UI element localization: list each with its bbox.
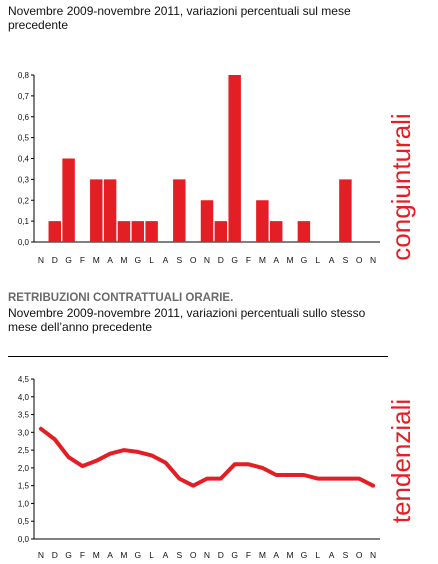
- bar: [339, 179, 352, 242]
- bar: [200, 200, 214, 242]
- divider-line: [8, 356, 388, 357]
- bar: [145, 221, 158, 242]
- y-tick-label: 4,5: [18, 375, 30, 384]
- x-tick-label: O: [190, 255, 197, 265]
- x-tick-label: O: [356, 550, 363, 560]
- y-tick-label: 2,0: [18, 464, 30, 473]
- x-tick-label: F: [246, 550, 251, 560]
- x-tick-label: N: [370, 255, 376, 265]
- x-tick-label: N: [38, 550, 44, 560]
- x-tick-label: S: [343, 255, 349, 265]
- x-tick-label: F: [246, 255, 251, 265]
- x-tick-label: O: [356, 255, 363, 265]
- x-tick-label: M: [120, 550, 127, 560]
- bar: [131, 221, 145, 242]
- x-tick-label: N: [204, 550, 210, 560]
- y-tick-label: 1,0: [18, 499, 30, 508]
- vertical-series-label: tendenziali: [386, 399, 416, 523]
- y-tick-label: 0,5: [18, 517, 30, 526]
- y-tick-label: 0,1: [18, 217, 30, 226]
- bar: [256, 200, 269, 242]
- bar: [173, 179, 186, 242]
- x-tick-label: G: [301, 255, 308, 265]
- y-tick-label: 0,5: [18, 134, 30, 143]
- y-tick-label: 0,2: [18, 196, 30, 205]
- y-tick-label: 0,3: [18, 175, 30, 184]
- y-tick-label: 1,5: [18, 482, 30, 491]
- x-tick-label: L: [149, 255, 154, 265]
- x-tick-label: N: [370, 550, 376, 560]
- y-tick-label: 3,0: [18, 428, 30, 437]
- chart2-subtitle: Novembre 2009-novembre 2011, variazioni …: [8, 306, 366, 334]
- bar-chart-congiunturali: 0,00,10,20,30,40,50,60,70,8N D G F M A M G L A S O N…: [18, 71, 416, 265]
- x-tick-label: O: [190, 550, 197, 560]
- x-tick-label: S: [343, 550, 349, 560]
- bar: [297, 221, 311, 242]
- x-tick-label: N: [38, 255, 44, 265]
- x-tick-label: M: [93, 255, 100, 265]
- y-tick-label: 0,0: [18, 238, 30, 247]
- x-tick-label: L: [315, 550, 320, 560]
- x-tick-label: A: [329, 550, 335, 560]
- bar: [269, 221, 283, 242]
- x-tick-label: S: [176, 255, 182, 265]
- x-tick-label: A: [163, 255, 169, 265]
- y-tick-label: 2,5: [18, 446, 30, 455]
- x-tick-label: M: [93, 550, 100, 560]
- y-tick-label: 0,7: [18, 92, 30, 101]
- x-tick-label: L: [149, 550, 154, 560]
- y-tick-label: 0,0: [18, 535, 30, 544]
- x-tick-label: M: [259, 550, 266, 560]
- x-tick-label: F: [80, 550, 85, 560]
- bar: [228, 75, 241, 242]
- x-tick-label: A: [163, 550, 169, 560]
- x-tick-label: M: [286, 255, 293, 265]
- x-tick-label: G: [301, 550, 308, 560]
- x-tick-label: S: [176, 550, 182, 560]
- x-tick-label: G: [134, 255, 141, 265]
- x-tick-label: A: [273, 255, 279, 265]
- x-tick-label: G: [231, 550, 238, 560]
- x-tick-label: D: [218, 255, 224, 265]
- x-tick-label: A: [273, 550, 279, 560]
- x-tick-label: G: [231, 255, 238, 265]
- x-tick-label: G: [65, 255, 72, 265]
- x-tick-label: L: [315, 255, 320, 265]
- x-tick-label: A: [107, 550, 113, 560]
- chart2-heading: RETRIBUZIONI CONTRATTUALI ORARIE.: [8, 292, 234, 304]
- y-tick-label: 4,0: [18, 393, 30, 402]
- x-tick-label: D: [52, 255, 58, 265]
- vertical-series-label: congiunturali: [386, 113, 416, 260]
- chart1-subtitle: Novembre 2009-novembre 2011, variazioni …: [8, 4, 351, 32]
- x-tick-label: N: [204, 255, 210, 265]
- bar: [117, 221, 131, 242]
- x-tick-label: A: [107, 255, 113, 265]
- bar: [48, 221, 61, 242]
- x-tick-label: G: [134, 550, 141, 560]
- x-tick-label: M: [120, 255, 127, 265]
- y-tick-label: 0,8: [18, 71, 30, 80]
- x-tick-label: G: [65, 550, 72, 560]
- x-tick-label: A: [329, 255, 335, 265]
- line-chart-tendenziali: 0,00,51,01,52,02,53,03,54,04,5N D G F M A M G L A…: [18, 375, 416, 560]
- x-tick-label: F: [80, 255, 85, 265]
- x-tick-label: D: [52, 550, 58, 560]
- y-tick-label: 3,5: [18, 411, 30, 420]
- bar: [214, 221, 228, 242]
- y-tick-label: 0,6: [18, 113, 30, 122]
- x-tick-label: M: [286, 550, 293, 560]
- x-tick-label: D: [218, 550, 224, 560]
- bar: [62, 158, 75, 242]
- series-line: [38, 426, 376, 488]
- y-tick-label: 0,4: [18, 155, 30, 164]
- bar: [90, 179, 103, 242]
- bar: [103, 179, 117, 242]
- x-tick-label: M: [259, 255, 266, 265]
